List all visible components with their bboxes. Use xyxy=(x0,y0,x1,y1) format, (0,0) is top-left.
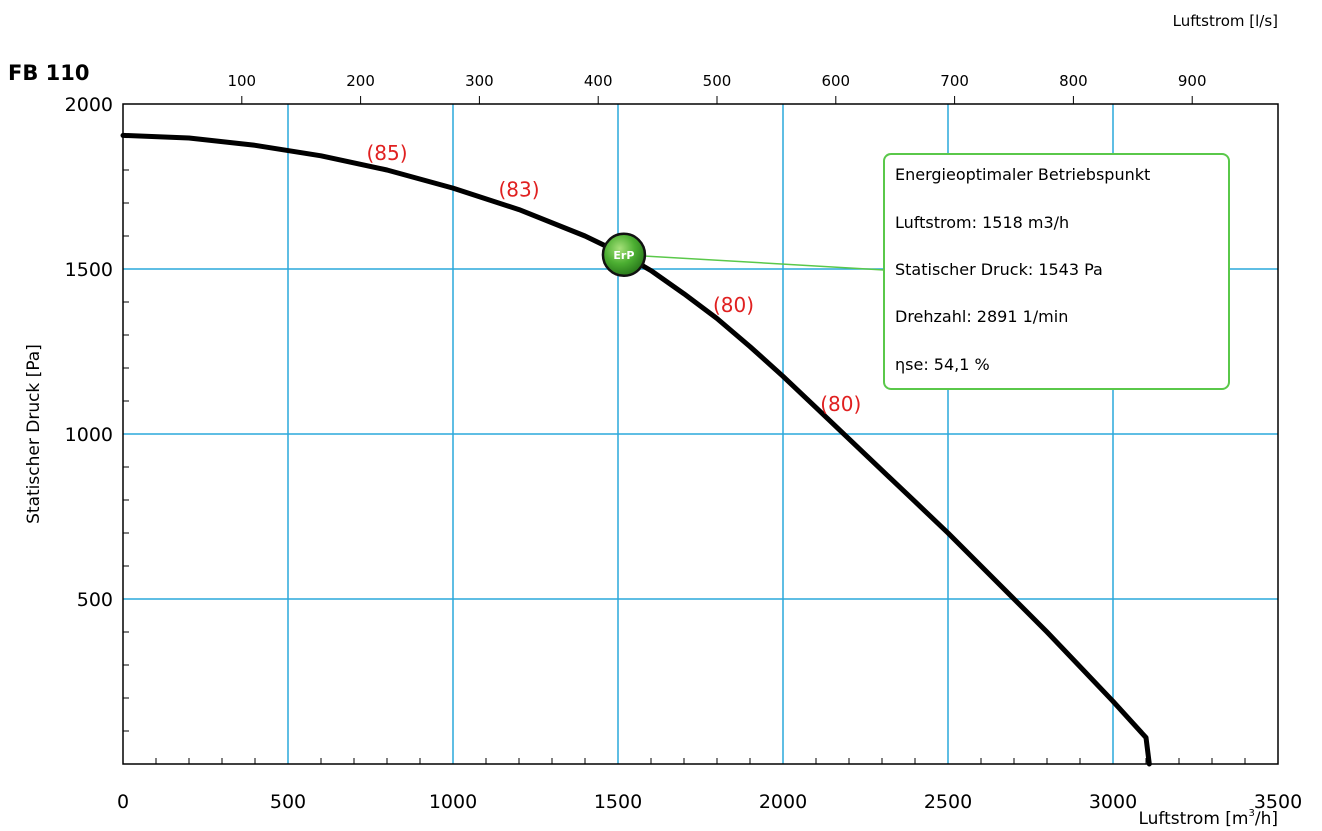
top-axis-ticks: 100 200 300 400 500 600 700 800 900 xyxy=(227,72,1207,104)
chart-title: FB 110 xyxy=(8,61,90,85)
y-tick-label-500: 500 xyxy=(77,589,113,611)
top-tick-label-900: 900 xyxy=(1178,72,1207,90)
info-box-title: Energieoptimaler Betriebspunkt xyxy=(895,165,1150,184)
x-tick-label-3500: 3500 xyxy=(1254,791,1302,813)
erp-marker-circle xyxy=(601,232,647,278)
top-tick-label-700: 700 xyxy=(940,72,969,90)
top-tick-label-600: 600 xyxy=(821,72,850,90)
y-tick-label-2000: 2000 xyxy=(65,94,113,116)
efficiency-label-3: (80) xyxy=(820,392,861,416)
info-line-airflow: Luftstrom: 1518 m3/h xyxy=(895,213,1069,232)
top-tick-label-200: 200 xyxy=(346,72,375,90)
info-line-speed: Drehzahl: 2891 1/min xyxy=(895,307,1068,326)
info-line-efficiency: ηse: 54,1 % xyxy=(895,355,990,374)
x-tick-label-0: 0 xyxy=(117,791,129,813)
operating-point-leader-line xyxy=(623,254,885,271)
fan-curve-line xyxy=(120,132,1152,767)
x-axis-ticks: 0 500 1000 1500 2000 2500 3000 3500 xyxy=(117,791,1302,813)
y-tick-label-1500: 1500 xyxy=(65,259,113,281)
top-tick-label-300: 300 xyxy=(465,72,494,90)
top-tick-label-500: 500 xyxy=(703,72,732,90)
top-tick-label-400: 400 xyxy=(584,72,613,90)
x-tick-label-1500: 1500 xyxy=(594,791,642,813)
erp-operating-point-marker: ErP xyxy=(601,232,647,278)
info-box-frame xyxy=(883,153,1230,390)
top-axis-label: Luftstrom [l/s] xyxy=(1173,12,1278,30)
x-tick-label-2000: 2000 xyxy=(759,791,807,813)
operating-point-info-box: Energieoptimaler Betriebspunkt Luftstrom… xyxy=(883,153,1230,390)
erp-marker-label: ErP xyxy=(613,249,634,262)
minor-ticks xyxy=(123,136,1246,764)
x-axis-label: Luftstrom [m3/h] xyxy=(1138,808,1278,829)
info-line-pressure: Statischer Druck: 1543 Pa xyxy=(895,260,1103,279)
plot-frame xyxy=(122,103,1279,765)
x-tick-label-3000: 3000 xyxy=(1089,791,1137,813)
efficiency-label-2: (80) xyxy=(713,293,754,317)
y-tick-label-1000: 1000 xyxy=(65,424,113,446)
y-axis-label: Statischer Druck [Pa] xyxy=(24,344,44,524)
efficiency-label-0: (85) xyxy=(366,141,407,165)
efficiency-labels: (85) (83) (80) (80) xyxy=(366,141,861,416)
top-tick-label-100: 100 xyxy=(227,72,256,90)
top-tick-label-800: 800 xyxy=(1059,72,1088,90)
efficiency-label-1: (83) xyxy=(498,177,539,201)
x-tick-label-500: 500 xyxy=(270,791,306,813)
x-tick-label-2500: 2500 xyxy=(924,791,972,813)
y-axis-ticks: 500 1000 1500 2000 xyxy=(65,94,113,611)
x-tick-label-1000: 1000 xyxy=(429,791,477,813)
